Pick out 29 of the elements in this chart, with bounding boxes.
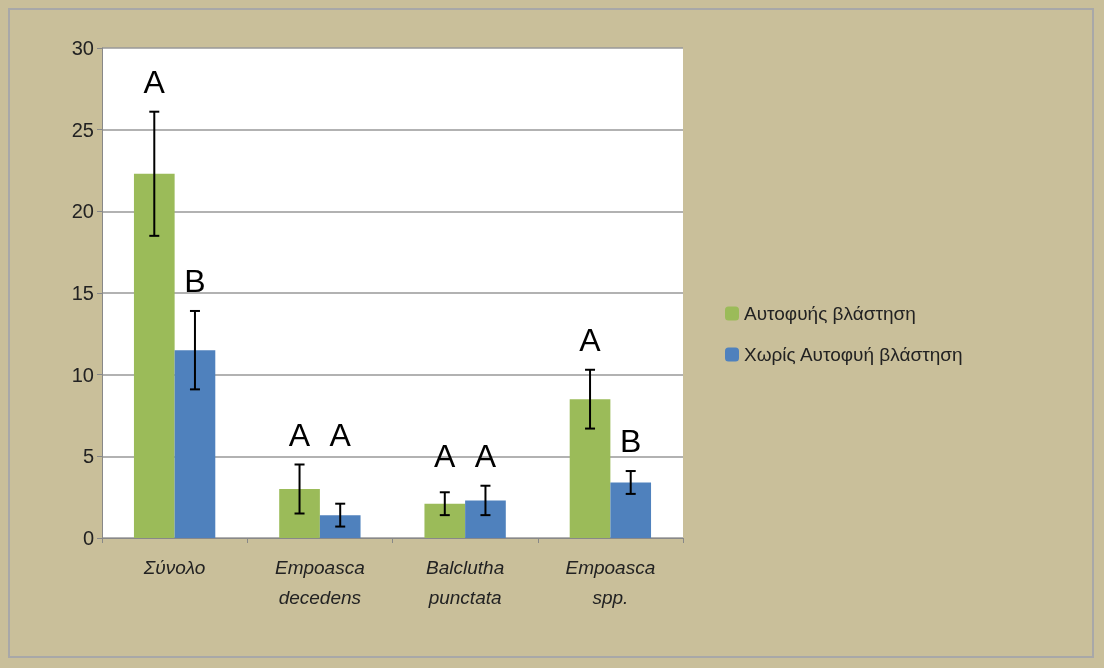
bar xyxy=(279,489,320,538)
x-tick-label: Balclutha punctata xyxy=(426,556,505,608)
y-tick-label: 0 xyxy=(82,527,94,549)
y-tick-label: 5 xyxy=(82,445,94,468)
y-tick-label: 25 xyxy=(71,118,94,141)
bar xyxy=(174,350,216,538)
bar xyxy=(610,482,652,538)
annotation: A xyxy=(579,321,602,358)
x-tick-label: Σύνολο xyxy=(142,556,206,578)
x-tick-label: Empoasca spp. xyxy=(565,556,656,608)
annotation: A xyxy=(143,63,166,100)
y-tick-label: 10 xyxy=(71,363,94,386)
annotation: A xyxy=(288,416,311,453)
bar xyxy=(424,503,466,538)
y-tick-label: 15 xyxy=(71,282,94,304)
annotation: B xyxy=(184,262,206,299)
bar xyxy=(319,515,361,538)
y-tick-label: 20 xyxy=(71,200,94,223)
legend-label: Χωρίς Αυτοφυή βλάστηση xyxy=(744,344,963,365)
y-tick-label: 30 xyxy=(71,37,94,59)
annotation: A xyxy=(434,437,457,474)
bar xyxy=(569,399,611,538)
bar xyxy=(465,500,506,538)
bar xyxy=(133,173,175,538)
legend-label: Αυτοφυής βλάστηση xyxy=(744,303,916,324)
annotation: B xyxy=(620,423,642,460)
x-tick-label: Empoasca decedens xyxy=(274,556,365,608)
annotation: A xyxy=(474,437,497,474)
annotation: A xyxy=(329,416,352,453)
